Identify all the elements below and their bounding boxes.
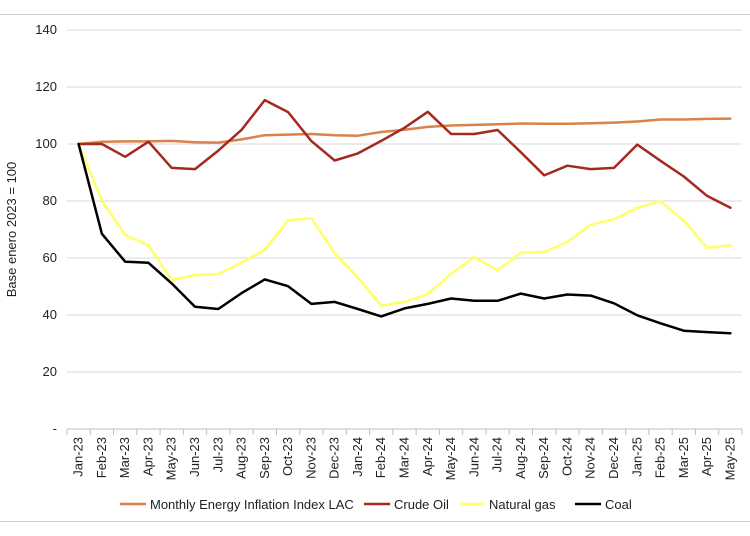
x-tick-label: Apr-24: [420, 437, 435, 476]
x-tick-label: Feb-25: [653, 437, 668, 478]
x-axis-ticks: Jan-23 Feb-23 Mar-23 Apr-23 May-23 Jun-23 Jul-…: [66, 429, 743, 480]
x-tick-label: Aug-23: [234, 437, 249, 479]
x-tick-label: Jan-23: [71, 437, 86, 477]
x-tick-label: Dec-23: [327, 437, 342, 479]
x-tick-label: Mar-23: [117, 437, 132, 478]
legend-label: Monthly Energy Inflation Index LAC: [150, 497, 354, 512]
series-line-2: [77, 98, 732, 210]
x-tick-label: Jul-24: [490, 437, 505, 472]
x-tick-label: Feb-23: [94, 437, 109, 478]
x-tick-label: Dec-24: [606, 437, 621, 479]
y-tick-label: 60: [43, 250, 57, 265]
y-tick-label: 140: [35, 22, 57, 37]
x-tick-label: Sep-24: [536, 437, 551, 479]
legend-label: Coal: [605, 497, 632, 512]
x-tick-label: Jan-25: [629, 437, 644, 477]
x-tick-label: May-23: [164, 437, 179, 480]
y-axis-title: Base enero 2023 = 100: [4, 162, 19, 298]
y-axis-ticks: - 20 40 60 80 100 120 140: [35, 22, 57, 436]
x-tick-label: Feb-24: [373, 437, 388, 478]
gridlines: [67, 29, 742, 373]
x-tick-label: Jul-23: [210, 437, 225, 472]
x-tick-label: Oct-24: [559, 437, 574, 476]
x-tick-label: May-25: [722, 437, 737, 480]
y-tick-label: 100: [35, 136, 57, 151]
y-tick-label: -: [53, 421, 57, 436]
x-tick-label: Aug-24: [513, 437, 528, 479]
series-line-3: [77, 142, 732, 307]
x-tick-label: Jun-23: [187, 437, 202, 477]
x-tick-label: Mar-25: [676, 437, 691, 478]
legend: Monthly Energy Inflation Index LAC Crude …: [120, 497, 632, 512]
series-lines: [77, 98, 732, 335]
x-tick-label: Sep-23: [257, 437, 272, 479]
series-line-4: [77, 142, 732, 335]
y-tick-label: 40: [43, 307, 57, 322]
x-tick-label: Jan-24: [350, 437, 365, 477]
x-tick-label: Apr-25: [699, 437, 714, 476]
x-tick-label: Mar-24: [397, 437, 412, 478]
y-tick-label: 20: [43, 364, 57, 379]
series-line-1: [77, 117, 732, 146]
x-tick-label: Nov-23: [303, 437, 318, 479]
y-tick-label: 80: [43, 193, 57, 208]
legend-label: Natural gas: [489, 497, 556, 512]
legend-label: Crude Oil: [394, 497, 449, 512]
x-tick-label: Oct-23: [280, 437, 295, 476]
x-tick-label: Jun-24: [466, 437, 481, 477]
y-tick-label: 120: [35, 79, 57, 94]
x-tick-label: Nov-24: [583, 437, 598, 479]
x-tick-label: May-24: [443, 437, 458, 480]
x-tick-label: Apr-23: [140, 437, 155, 476]
